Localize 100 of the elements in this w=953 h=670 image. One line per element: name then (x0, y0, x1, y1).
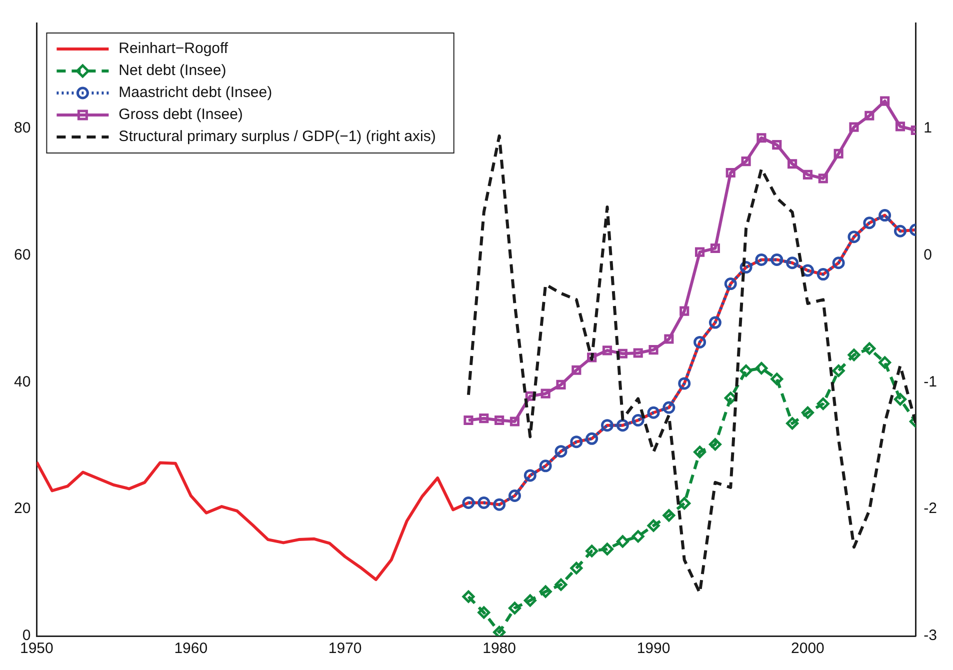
point (524, 594, 536, 607)
y-tick-label: 60 (14, 246, 31, 264)
point (572, 365, 582, 375)
point (616, 535, 629, 548)
point (816, 397, 830, 410)
x-tick-label: 1990 (636, 640, 670, 658)
point (772, 140, 782, 150)
point (478, 496, 490, 509)
point (540, 388, 550, 398)
point (786, 417, 799, 430)
point (710, 243, 720, 254)
point (510, 416, 520, 426)
point (662, 401, 676, 414)
point (848, 348, 860, 362)
point (508, 490, 521, 502)
point (554, 578, 568, 591)
x-tick-label: 1960 (174, 640, 208, 658)
point (694, 336, 706, 348)
y2-tick-label: -3 (924, 627, 938, 644)
point (678, 497, 691, 510)
point (694, 446, 706, 458)
point (601, 542, 614, 556)
y2-tick-label: -2 (924, 500, 938, 518)
point (479, 414, 489, 424)
point (755, 253, 768, 266)
point (554, 445, 568, 458)
point (570, 562, 583, 574)
point (894, 224, 906, 238)
point (770, 253, 784, 266)
x-tick-label: 1950 (20, 640, 54, 658)
point (664, 334, 674, 344)
y2-tick-label: 1 (924, 119, 932, 136)
point (678, 377, 691, 390)
point (494, 415, 504, 426)
point (863, 342, 876, 355)
point (493, 626, 506, 636)
point (586, 432, 598, 445)
point (632, 530, 644, 543)
point (694, 247, 705, 257)
point (786, 256, 799, 270)
point (726, 168, 736, 178)
point (478, 606, 490, 619)
point (647, 406, 660, 419)
y-tick-label: 80 (14, 119, 31, 136)
point (570, 436, 583, 448)
legend-label: Maastricht debt (Insee) (118, 84, 272, 102)
point (493, 498, 506, 511)
point (878, 356, 892, 369)
point (755, 362, 768, 374)
legend-label: Reinhart−Rogoff (118, 40, 229, 58)
y2-tick-label: -1 (924, 373, 938, 390)
point (848, 230, 860, 244)
point (680, 306, 690, 316)
point (602, 346, 612, 356)
point (816, 268, 830, 281)
point (556, 380, 566, 390)
point (647, 519, 660, 532)
point (894, 393, 906, 406)
point (724, 278, 737, 290)
y-tick-label: 40 (14, 373, 31, 390)
legend-label: Net debt (Insee) (118, 62, 226, 80)
point (864, 110, 874, 120)
point (849, 122, 859, 132)
point (524, 469, 536, 482)
point (818, 174, 828, 184)
point (539, 585, 552, 598)
x-tick-label: 2000 (791, 640, 824, 658)
point (880, 96, 890, 106)
point (741, 156, 751, 166)
point (788, 159, 798, 169)
point (539, 460, 552, 472)
point (708, 438, 722, 451)
point (708, 316, 722, 329)
point (464, 415, 474, 426)
point (832, 364, 845, 377)
point (462, 496, 475, 509)
point (740, 364, 752, 377)
point (756, 133, 766, 143)
point (648, 345, 658, 355)
point (632, 414, 644, 426)
x-tick-label: 1970 (328, 640, 362, 658)
x-tick-label: 1980 (482, 640, 516, 658)
point (662, 509, 676, 522)
point (802, 170, 813, 180)
point (616, 419, 629, 432)
point (863, 216, 876, 230)
point (801, 406, 814, 419)
point (878, 209, 892, 222)
point (633, 348, 643, 358)
legend-label: Structural primary surplus / GDP(−1) (right axis) (118, 128, 436, 146)
point (601, 419, 614, 432)
point (462, 590, 475, 603)
legend-label: Gross debt (Insee) (118, 106, 243, 124)
y2-tick-label: 0 (924, 246, 932, 264)
point (770, 372, 784, 386)
point (832, 256, 845, 270)
point (895, 122, 906, 132)
point (586, 544, 598, 558)
y-tick-label: 20 (14, 500, 31, 518)
point (834, 148, 844, 159)
